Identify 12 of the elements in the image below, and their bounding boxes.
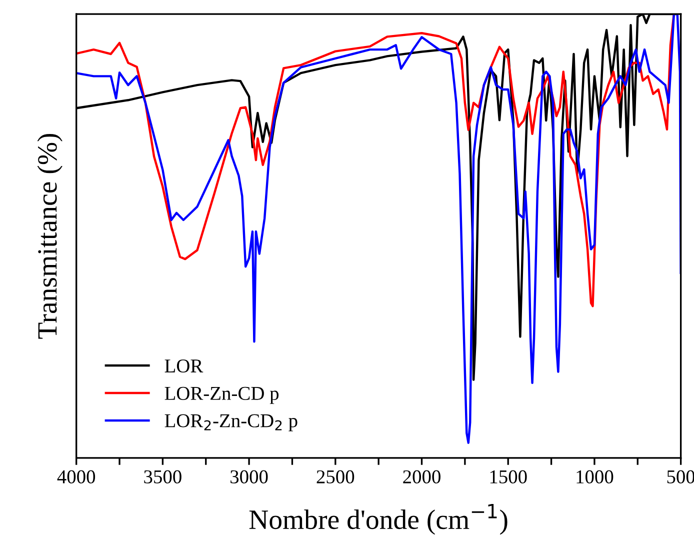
x-tick-label: 1500 (490, 470, 527, 484)
x-tick-label: 2000 (403, 470, 440, 484)
y-axis-title: Transmittance (%) (37, 134, 62, 339)
x-tick-label: 4000 (57, 470, 96, 484)
legend-label: LOR-Zn-CD p (164, 386, 279, 404)
legend-label: LOR (164, 359, 204, 373)
x-axis-title: Nombre d'onde (cm$^{−1}$) (249, 504, 508, 535)
x-tick-label: 1000 (576, 470, 614, 484)
legend-label: LOR$_{2}$-Zn-CD$_{2}$ p (164, 414, 298, 432)
x-tick-label: 3500 (144, 470, 182, 484)
x-tick-label: 2500 (316, 470, 354, 484)
x-tick-label: 3000 (230, 470, 268, 484)
